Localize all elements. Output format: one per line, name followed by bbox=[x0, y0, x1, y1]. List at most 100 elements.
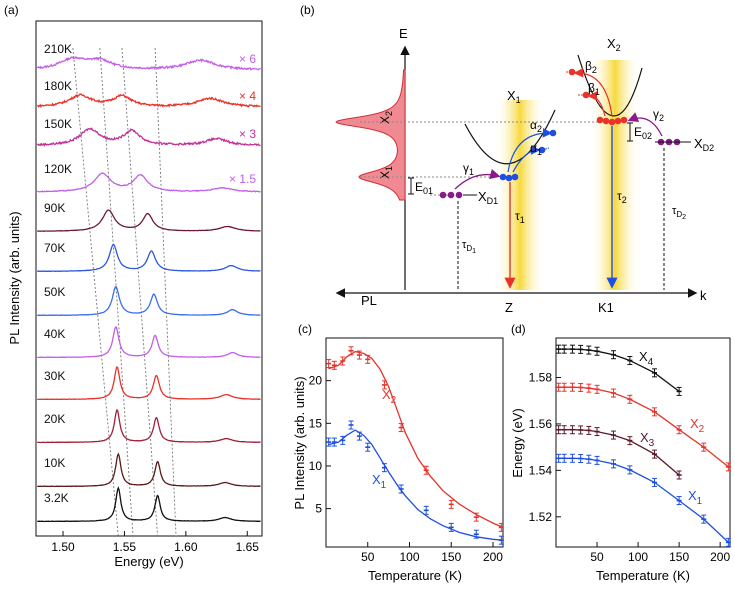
scale-factor-label: × 6 bbox=[239, 52, 256, 66]
spectrum-40K bbox=[37, 325, 261, 359]
panel-c-series bbox=[326, 346, 504, 545]
panel-a-ylabel: PL Intensity (arb. units) bbox=[7, 211, 22, 344]
guide-line bbox=[121, 47, 159, 537]
panel-d-ylabel: Energy (eV) bbox=[510, 408, 525, 477]
axis-E-label: E bbox=[399, 26, 408, 41]
panel-d-ticks: 50 100 150 200 1.52 1.54 1.56 1.58 bbox=[529, 370, 731, 564]
xd2-label: XD2 bbox=[694, 136, 714, 153]
tau2-label: τ2 bbox=[617, 189, 627, 205]
fit-line-X1 bbox=[328, 429, 504, 541]
panel-b: (b) E k PL Z K1 X2 X1 E01 bbox=[300, 3, 714, 315]
panel-d-x2-label: X2 bbox=[690, 416, 705, 435]
panel-a-guide-lines bbox=[72, 47, 177, 537]
panel-c-x1-label: X1 bbox=[372, 472, 387, 491]
panel-a-x-ticks: 1.50 1.55 1.60 1.65 bbox=[51, 531, 259, 554]
temperature-label: 20K bbox=[44, 412, 65, 426]
x-tick-label: 150 bbox=[669, 550, 689, 564]
panel-a-xlabel: Energy (eV) bbox=[114, 554, 183, 569]
panel-a-spectra bbox=[36, 56, 261, 523]
xd1-dot-3 bbox=[455, 191, 463, 199]
panel-d-x4-label: X4 bbox=[639, 349, 654, 368]
x-tick-label: 150 bbox=[441, 550, 461, 564]
x-tick-label: 100 bbox=[399, 550, 419, 564]
temperature-label: 120K bbox=[44, 162, 72, 176]
axis-PL-label: PL bbox=[361, 293, 377, 308]
panel-a: (a) 210K × 6 180K × 4 150K × 3 120K × 1.5 90K 70K… bbox=[4, 3, 263, 569]
valley-beam-z bbox=[495, 100, 545, 290]
panel-c-ticks: 50 100 150 200 5 10 15 20 bbox=[309, 374, 504, 564]
guide-line bbox=[99, 47, 134, 537]
panel-c-frame bbox=[325, 337, 504, 548]
x-tick-label: 50 bbox=[361, 550, 375, 564]
temperature-label: 50K bbox=[44, 285, 65, 299]
spectrum-20K bbox=[37, 408, 261, 444]
spectrum-50K bbox=[37, 286, 261, 317]
axis-k-label: k bbox=[700, 288, 707, 303]
spectrum-150K bbox=[36, 127, 261, 147]
xd1-dot-1 bbox=[439, 191, 447, 199]
panel-c-ylabel: PL Intensity (arb. units) bbox=[292, 376, 307, 509]
spectrum-70K bbox=[36, 243, 261, 273]
x1-exciton-2 bbox=[505, 174, 513, 182]
panel-d-x1-label: X1 bbox=[688, 488, 703, 507]
y-tick-label: 5 bbox=[315, 502, 322, 516]
x-tick-label: 1.50 bbox=[51, 540, 75, 554]
spectrum-120K bbox=[36, 172, 261, 193]
gamma1-arrow bbox=[454, 169, 501, 190]
gamma2-arrow bbox=[627, 112, 663, 137]
panel-a-label: (a) bbox=[4, 3, 19, 17]
y-tick-label: 1.52 bbox=[529, 510, 553, 524]
spectrum-210K bbox=[37, 56, 261, 71]
x-tick-label: 1.55 bbox=[113, 540, 137, 554]
fit-line-X4 bbox=[558, 348, 680, 392]
spectrum-10K bbox=[37, 452, 261, 488]
xd1-dot-2 bbox=[447, 191, 455, 199]
valley-k1-label: K1 bbox=[598, 300, 614, 315]
temperature-label: 180K bbox=[44, 79, 72, 93]
panel-a-temperature-labels: 210K × 6 180K × 4 150K × 3 120K × 1.5 90K 70K 50K 4… bbox=[44, 42, 256, 505]
x2-exciton-2 bbox=[602, 117, 610, 125]
x2-valley-label: X2 bbox=[607, 36, 621, 53]
x-tick-label: 100 bbox=[628, 550, 648, 564]
spectrum-90K bbox=[37, 209, 261, 232]
alpha2-arrow bbox=[507, 128, 553, 173]
valley-z-label: Z bbox=[505, 300, 513, 315]
y-tick-label: 1.54 bbox=[529, 463, 553, 477]
e02-label: E02 bbox=[634, 125, 652, 141]
spectrum-x1-label: X1 bbox=[378, 166, 394, 179]
beta1-label: β1 bbox=[588, 81, 600, 97]
alpha1-tail bbox=[541, 147, 550, 151]
x2-exciton-3 bbox=[608, 118, 616, 126]
panel-c-x2-label: X2 bbox=[382, 387, 397, 406]
panel-c-label: (c) bbox=[298, 322, 312, 336]
temperature-label: 10K bbox=[44, 456, 65, 470]
beta2-arrow bbox=[573, 67, 613, 117]
panel-d-x3-label: X3 bbox=[640, 430, 655, 449]
x2-exciton-4 bbox=[614, 117, 622, 125]
alpha1-label: α1 bbox=[530, 141, 542, 157]
fit-line-X2 bbox=[328, 350, 504, 528]
e01-label: E01 bbox=[415, 180, 433, 196]
alpha1-arrow bbox=[512, 145, 541, 173]
panel-d-label: (d) bbox=[511, 322, 526, 336]
gamma1-label: γ1 bbox=[463, 161, 474, 177]
beta1-arrow bbox=[587, 91, 606, 117]
x-tick-label: 200 bbox=[483, 550, 503, 564]
guide-line bbox=[154, 47, 177, 537]
x2-exciton-1 bbox=[596, 116, 604, 124]
fit-line-X1 bbox=[558, 457, 729, 543]
panel-c-xlabel: Temperature (K) bbox=[368, 568, 462, 583]
panel-b-label: (b) bbox=[300, 3, 315, 17]
x-tick-label: 50 bbox=[590, 550, 604, 564]
beta2-label: β2 bbox=[585, 59, 597, 75]
scale-factor-label: × 1.5 bbox=[229, 172, 256, 186]
spectrum-3.2K bbox=[37, 486, 261, 523]
tau1-label: τ1 bbox=[515, 209, 525, 225]
temperature-label: 90K bbox=[44, 201, 65, 215]
y-tick-label: 15 bbox=[309, 416, 323, 430]
x-tick-label: 1.60 bbox=[174, 540, 198, 554]
pl-spectrum bbox=[335, 69, 406, 201]
spectrum-30K bbox=[37, 366, 261, 401]
panel-d: (d) 50 100 150 200 1.52 1.54 1.56 1.58 X4 X2 X3… bbox=[510, 322, 731, 583]
gamma2-label: γ2 bbox=[653, 107, 664, 123]
